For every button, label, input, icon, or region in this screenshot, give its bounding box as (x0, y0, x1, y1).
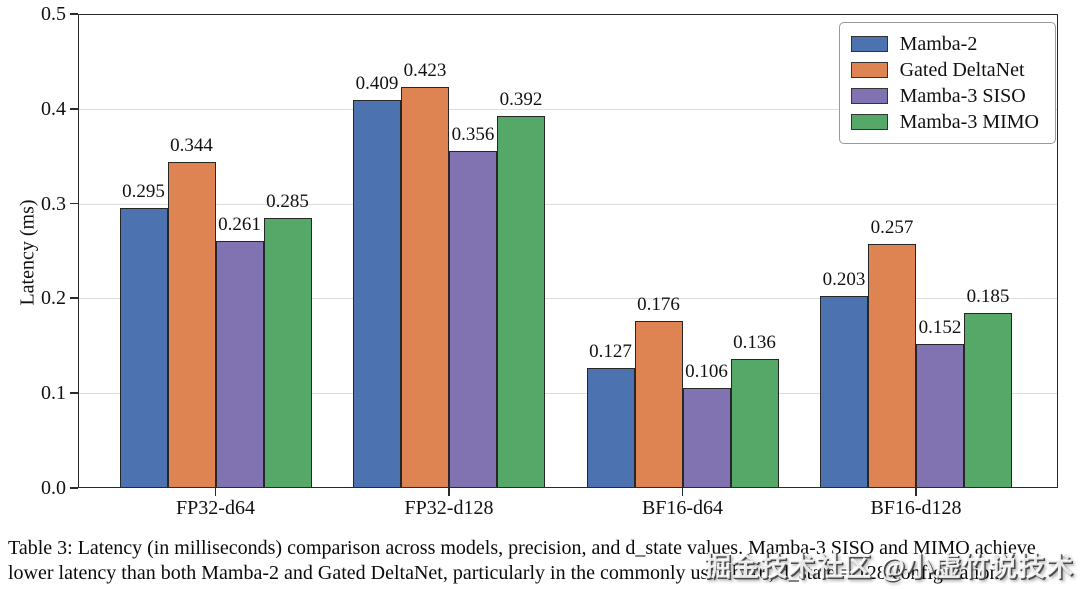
y-tick-mark (70, 297, 78, 300)
legend-item: Mamba-2 (850, 31, 1039, 57)
x-tick-label: BF16-d64 (641, 497, 724, 519)
bar (167, 161, 216, 488)
bar-value-label: 0.392 (499, 89, 543, 111)
legend-label: Mamba-3 MIMO (899, 110, 1039, 133)
y-tick-label: 0.3 (41, 192, 66, 215)
legend-swatch (850, 36, 888, 52)
bar-value-label: 0.356 (451, 123, 495, 145)
legend-label: Gated DeltaNet (899, 58, 1025, 81)
bar (916, 343, 964, 488)
legend-item: Mamba-3 SISO (850, 83, 1039, 109)
y-tick-label: 0.5 (41, 3, 66, 25)
bar-value-label: 0.106 (685, 360, 728, 382)
gridline (78, 203, 1058, 205)
legend-item: Gated DeltaNet (850, 57, 1039, 83)
y-tick-mark (70, 107, 78, 110)
x-tick-mark (448, 488, 450, 496)
caption-line-2: lower latency than both Mamba-2 and Gate… (8, 562, 1005, 584)
legend-swatch (850, 88, 888, 104)
gridline (78, 393, 1058, 395)
y-tick-label: 0.2 (41, 287, 66, 310)
bar (682, 387, 731, 488)
legend-swatch (850, 62, 888, 78)
y-tick-label: 0.1 (41, 382, 66, 405)
x-tick-label: FP32-d128 (404, 497, 494, 519)
y-tick-mark (70, 487, 78, 489)
bar-value-label: 0.285 (266, 190, 309, 212)
legend-item: Mamba-3 MIMO (850, 109, 1039, 135)
bar (497, 116, 545, 488)
bar (730, 359, 779, 488)
bar-value-label: 0.203 (822, 268, 866, 290)
y-tick-label: 0.4 (41, 97, 66, 120)
bar-value-label: 0.344 (170, 134, 213, 156)
bar-value-label: 0.409 (355, 73, 399, 95)
bar-value-label: 0.423 (403, 59, 447, 81)
bar (263, 217, 312, 488)
bar-value-label: 0.295 (122, 181, 165, 203)
bar-value-label: 0.152 (918, 316, 962, 338)
bar (215, 240, 264, 488)
bar (964, 312, 1012, 488)
bar (401, 86, 449, 488)
bar (586, 367, 635, 488)
bar-value-label: 0.185 (966, 285, 1010, 307)
y-tick-mark (70, 202, 78, 205)
bar-value-label: 0.261 (218, 213, 261, 235)
x-tick-label: FP32-d64 (176, 497, 255, 519)
bar-value-label: 0.176 (637, 294, 680, 316)
y-tick-mark (70, 13, 78, 15)
x-tick-mark (915, 488, 917, 496)
x-tick-mark (214, 488, 217, 496)
chart-caption: Table 3: Latency (in milliseconds) compa… (8, 536, 1072, 586)
x-tick-mark (681, 488, 684, 496)
bar (119, 208, 168, 488)
bar (868, 244, 916, 488)
y-tick-mark (70, 392, 78, 394)
bar-value-label: 0.136 (733, 332, 776, 354)
bar-value-label: 0.257 (870, 217, 914, 239)
x-tick-label: BF16-d128 (870, 497, 962, 519)
gridline (78, 108, 1058, 110)
y-tick-label: 0.0 (41, 477, 66, 499)
caption-line-1: Table 3: Latency (in milliseconds) compa… (8, 537, 1036, 559)
gridline (78, 298, 1058, 300)
bar (820, 295, 868, 488)
legend-label: Mamba-2 (899, 32, 978, 55)
bar (449, 150, 497, 488)
legend-label: Mamba-3 SISO (899, 84, 1026, 107)
bar-value-label: 0.127 (589, 340, 632, 362)
chart-legend: Mamba-2 Gated DeltaNet Mamba-3 SISO Mamba-3… (838, 22, 1056, 144)
legend-swatch (850, 114, 888, 130)
bar (634, 321, 683, 488)
bar (353, 100, 401, 488)
